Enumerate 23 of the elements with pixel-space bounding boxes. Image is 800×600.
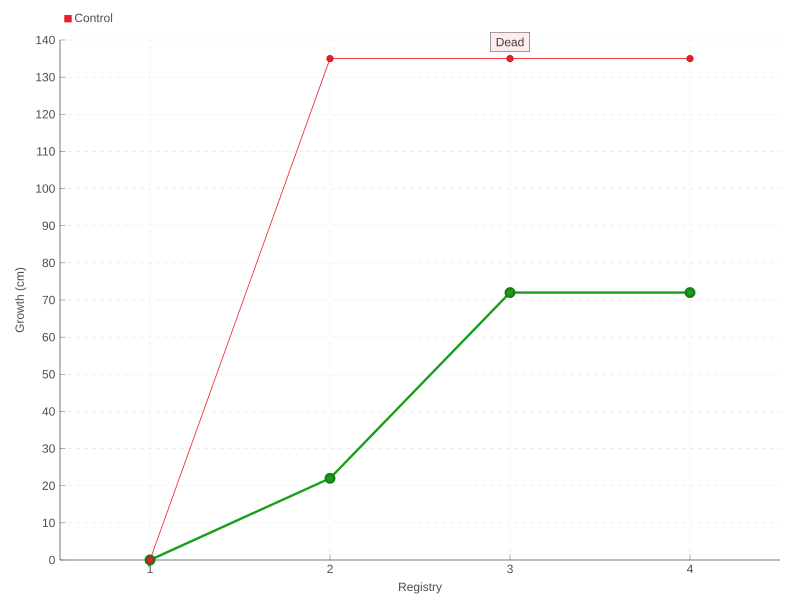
y-tick-label: 60 [42, 332, 55, 342]
y-tick-label: 10 [42, 518, 55, 528]
y-tick-label: 70 [42, 296, 55, 304]
x-tick-label: 3 [507, 564, 513, 574]
legend-label: Control [74, 13, 112, 22]
y-tick-label: 0 [49, 556, 55, 564]
y-tick-label: 40 [42, 407, 55, 416]
y-tick-label: 30 [42, 444, 55, 453]
x-tick-label: 2 [327, 564, 333, 574]
y-axis-title: Growth (cm) [15, 268, 26, 332]
y-tick-label: 100 [36, 184, 55, 193]
y-tick-label: 130 [36, 72, 55, 82]
y-tick-label: 20 [42, 481, 55, 490]
y-tick-label: 110 [37, 147, 55, 156]
annotation: Dead [496, 38, 524, 46]
y-tick-label: 120 [36, 110, 55, 119]
x-tick-label: 1 [148, 564, 153, 573]
y-tick-label: 140 [36, 36, 55, 44]
y-tick-label: 80 [42, 258, 55, 268]
y-tick-label: 90 [42, 221, 55, 230]
x-axis-title: Registry [399, 582, 442, 594]
y-tick-label: 50 [42, 370, 55, 379]
x-tick-label: 4 [686, 564, 693, 573]
